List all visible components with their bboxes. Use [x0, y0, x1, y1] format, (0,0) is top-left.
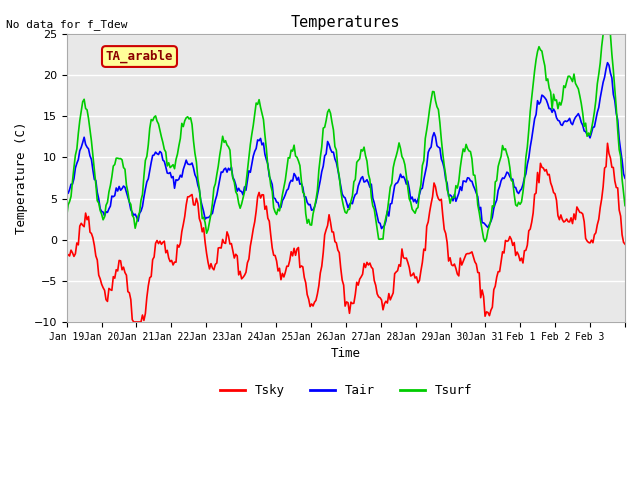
Tair — [63, 189, 70, 195]
Tair — [350, 195, 358, 201]
Tair — [378, 226, 385, 231]
Tsky — [130, 319, 138, 325]
Tsurf — [545, 85, 553, 91]
Tair — [82, 142, 90, 147]
Tsurf — [481, 239, 489, 244]
Tair — [545, 106, 553, 111]
Tair — [99, 209, 107, 215]
Tair — [620, 171, 627, 177]
Tsky — [620, 240, 627, 245]
Line: Tsurf: Tsurf — [67, 34, 625, 241]
Tsky — [99, 285, 107, 290]
Tsurf — [620, 189, 627, 195]
Text: No data for f_Tdew: No data for f_Tdew — [6, 19, 128, 30]
Tsky — [462, 252, 470, 257]
Tsky — [621, 241, 629, 247]
Tair — [604, 60, 611, 66]
Tair — [462, 179, 470, 185]
Tsky — [63, 252, 70, 257]
Tsurf — [621, 203, 629, 208]
Legend: Tsky, Tair, Tsurf: Tsky, Tair, Tsurf — [214, 379, 477, 402]
Tsky — [545, 171, 553, 177]
Tsurf — [99, 217, 107, 223]
Line: Tair: Tair — [67, 63, 625, 228]
Tsky — [82, 210, 90, 216]
Title: Temperatures: Temperatures — [291, 15, 401, 30]
Line: Tsky: Tsky — [67, 144, 625, 322]
Tsurf — [461, 149, 468, 155]
Tsurf — [63, 214, 70, 220]
Y-axis label: Temperature (C): Temperature (C) — [15, 122, 28, 234]
Tsky — [351, 291, 359, 297]
Tsky — [604, 141, 611, 146]
Tsurf — [601, 31, 609, 37]
Tsurf — [82, 106, 90, 111]
X-axis label: Time: Time — [331, 347, 361, 360]
Tsurf — [350, 179, 358, 185]
Text: TA_arable: TA_arable — [106, 50, 173, 63]
Tair — [621, 175, 629, 181]
